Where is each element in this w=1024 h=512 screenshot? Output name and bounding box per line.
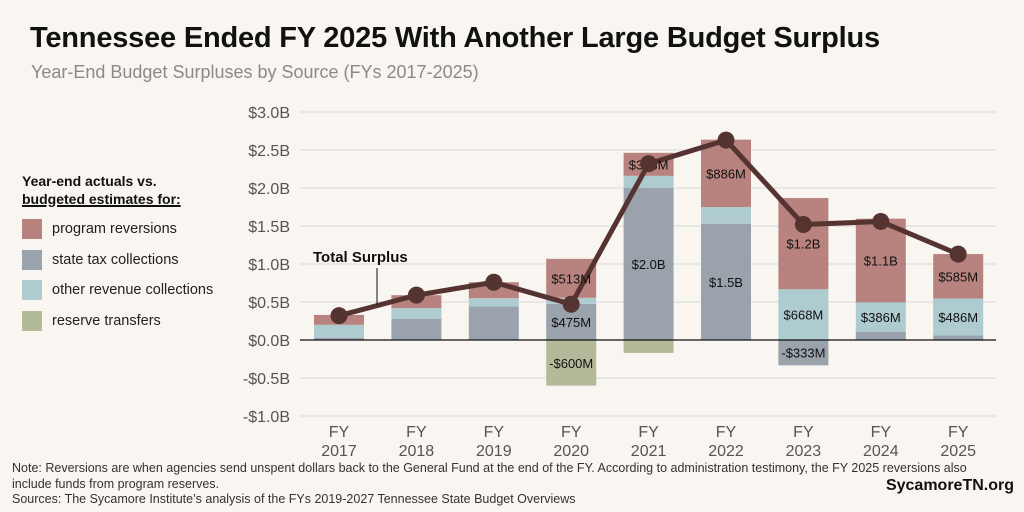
y-tick-label: $3.0B	[248, 105, 290, 122]
bar-segment	[778, 289, 829, 340]
bar-segment	[623, 188, 674, 340]
x-tick-label: FY	[948, 424, 969, 441]
total-surplus-point	[872, 212, 890, 230]
x-tick-label: FY	[638, 424, 659, 441]
legend-title: Year-end actuals vs. budgeted estimates …	[22, 172, 213, 208]
y-tick-label: -$1.0B	[243, 409, 290, 426]
bar-segment	[468, 306, 519, 340]
x-tick-label: 2022	[708, 443, 744, 460]
chart-subtitle: Year-End Budget Surpluses by Source (FYs…	[31, 62, 479, 82]
x-tick-label: FY	[406, 424, 427, 441]
footer-note: Note: Reversions are when agencies send …	[12, 461, 972, 508]
legend-swatch	[22, 219, 42, 240]
y-tick-label: $1.5B	[248, 219, 290, 236]
legend-label: program reversions	[52, 221, 177, 238]
x-tick-label: 2021	[631, 443, 667, 460]
data-label: $1.1B	[864, 254, 898, 269]
bar-segment	[623, 175, 674, 188]
data-label: $513M	[551, 271, 591, 286]
y-tick-label: -$0.5B	[243, 371, 290, 388]
data-label: $585M	[938, 269, 978, 284]
x-tick-label: 2018	[399, 443, 435, 460]
sources-text: Sources: The Sycamore Institute’s analys…	[12, 492, 576, 506]
bar-segment	[933, 335, 984, 340]
x-tick-label: FY	[716, 424, 737, 441]
x-tick-label: FY	[871, 424, 892, 441]
x-tick-label: FY	[561, 424, 582, 441]
bar-segment	[778, 198, 829, 290]
x-tick-label: FY	[329, 424, 350, 441]
legend-swatch	[22, 249, 42, 270]
bar-segment	[778, 340, 829, 366]
bar-segment	[546, 340, 597, 386]
bar-segment	[391, 308, 442, 319]
total-surplus-point	[562, 295, 580, 313]
total-surplus-point	[717, 131, 735, 149]
y-tick-label: $0.5B	[248, 295, 290, 312]
legend-item: program reversions	[22, 214, 213, 245]
y-tick-label: $1.0B	[248, 257, 290, 274]
x-tick-label: 2023	[786, 443, 822, 460]
data-label: $2.0B	[632, 257, 666, 272]
x-tick-label: 2025	[940, 443, 976, 460]
bar-segment	[933, 298, 984, 336]
x-tick-label: FY	[793, 424, 814, 441]
legend-swatch	[22, 280, 42, 301]
legend-label: other revenue collections	[52, 282, 214, 299]
total-surplus-point	[794, 215, 812, 233]
legend-label: state tax collections	[52, 251, 179, 268]
bar-segment	[855, 331, 906, 340]
bar-segment	[701, 139, 751, 207]
x-tick-label: 2019	[476, 443, 512, 460]
total-surplus-point	[485, 273, 503, 291]
bar-segment	[855, 302, 906, 332]
legend-item: reserve transfers	[22, 306, 213, 337]
data-label: $886M	[706, 166, 746, 181]
data-label: $1.2B	[786, 237, 820, 252]
legend-title-line1: Year-end actuals vs.	[22, 173, 157, 189]
y-tick-label: $2.0B	[248, 181, 290, 198]
bar-segment	[314, 324, 364, 338]
bar-segment	[701, 223, 751, 340]
legend-label: reserve transfers	[52, 312, 161, 329]
bar-segment	[391, 318, 442, 340]
bar-segment	[468, 298, 519, 307]
note-text: Note: Reversions are when agencies send …	[12, 461, 967, 491]
total-surplus-annotation: Total Surplus	[313, 249, 408, 266]
x-tick-label: 2020	[553, 443, 589, 460]
legend-title-line2: budgeted estimates for:	[22, 191, 181, 207]
total-surplus-point	[330, 307, 348, 325]
chart-title: Tennessee Ended FY 2025 With Another Lar…	[30, 22, 880, 54]
x-tick-label: 2017	[321, 443, 357, 460]
bar-segment	[314, 337, 364, 340]
data-label: $486M	[938, 310, 978, 325]
total-surplus-point	[640, 155, 658, 173]
y-tick-label: $2.5B	[248, 143, 290, 160]
data-label: -$333M	[781, 346, 825, 361]
brand-logo: SycamoreTN.org	[885, 477, 1014, 494]
data-label: -$600M	[549, 356, 593, 371]
bar-segment	[701, 207, 751, 224]
data-label: $668M	[784, 308, 824, 323]
data-label: $1.5B	[709, 275, 743, 290]
legend: Year-end actuals vs. budgeted estimates …	[22, 172, 213, 336]
bar-segment	[623, 340, 674, 353]
bar-segment	[855, 218, 906, 303]
legend-item: state tax collections	[22, 245, 213, 276]
legend-item: other revenue collections	[22, 275, 213, 306]
total-surplus-point	[407, 286, 425, 304]
data-label: $386M	[861, 310, 901, 325]
x-tick-label: FY	[484, 424, 505, 441]
total-surplus-point	[949, 245, 967, 263]
legend-swatch	[22, 310, 42, 331]
x-tick-label: 2024	[863, 443, 899, 460]
y-tick-label: $0.0B	[248, 333, 290, 350]
data-label: $475M	[551, 315, 591, 330]
